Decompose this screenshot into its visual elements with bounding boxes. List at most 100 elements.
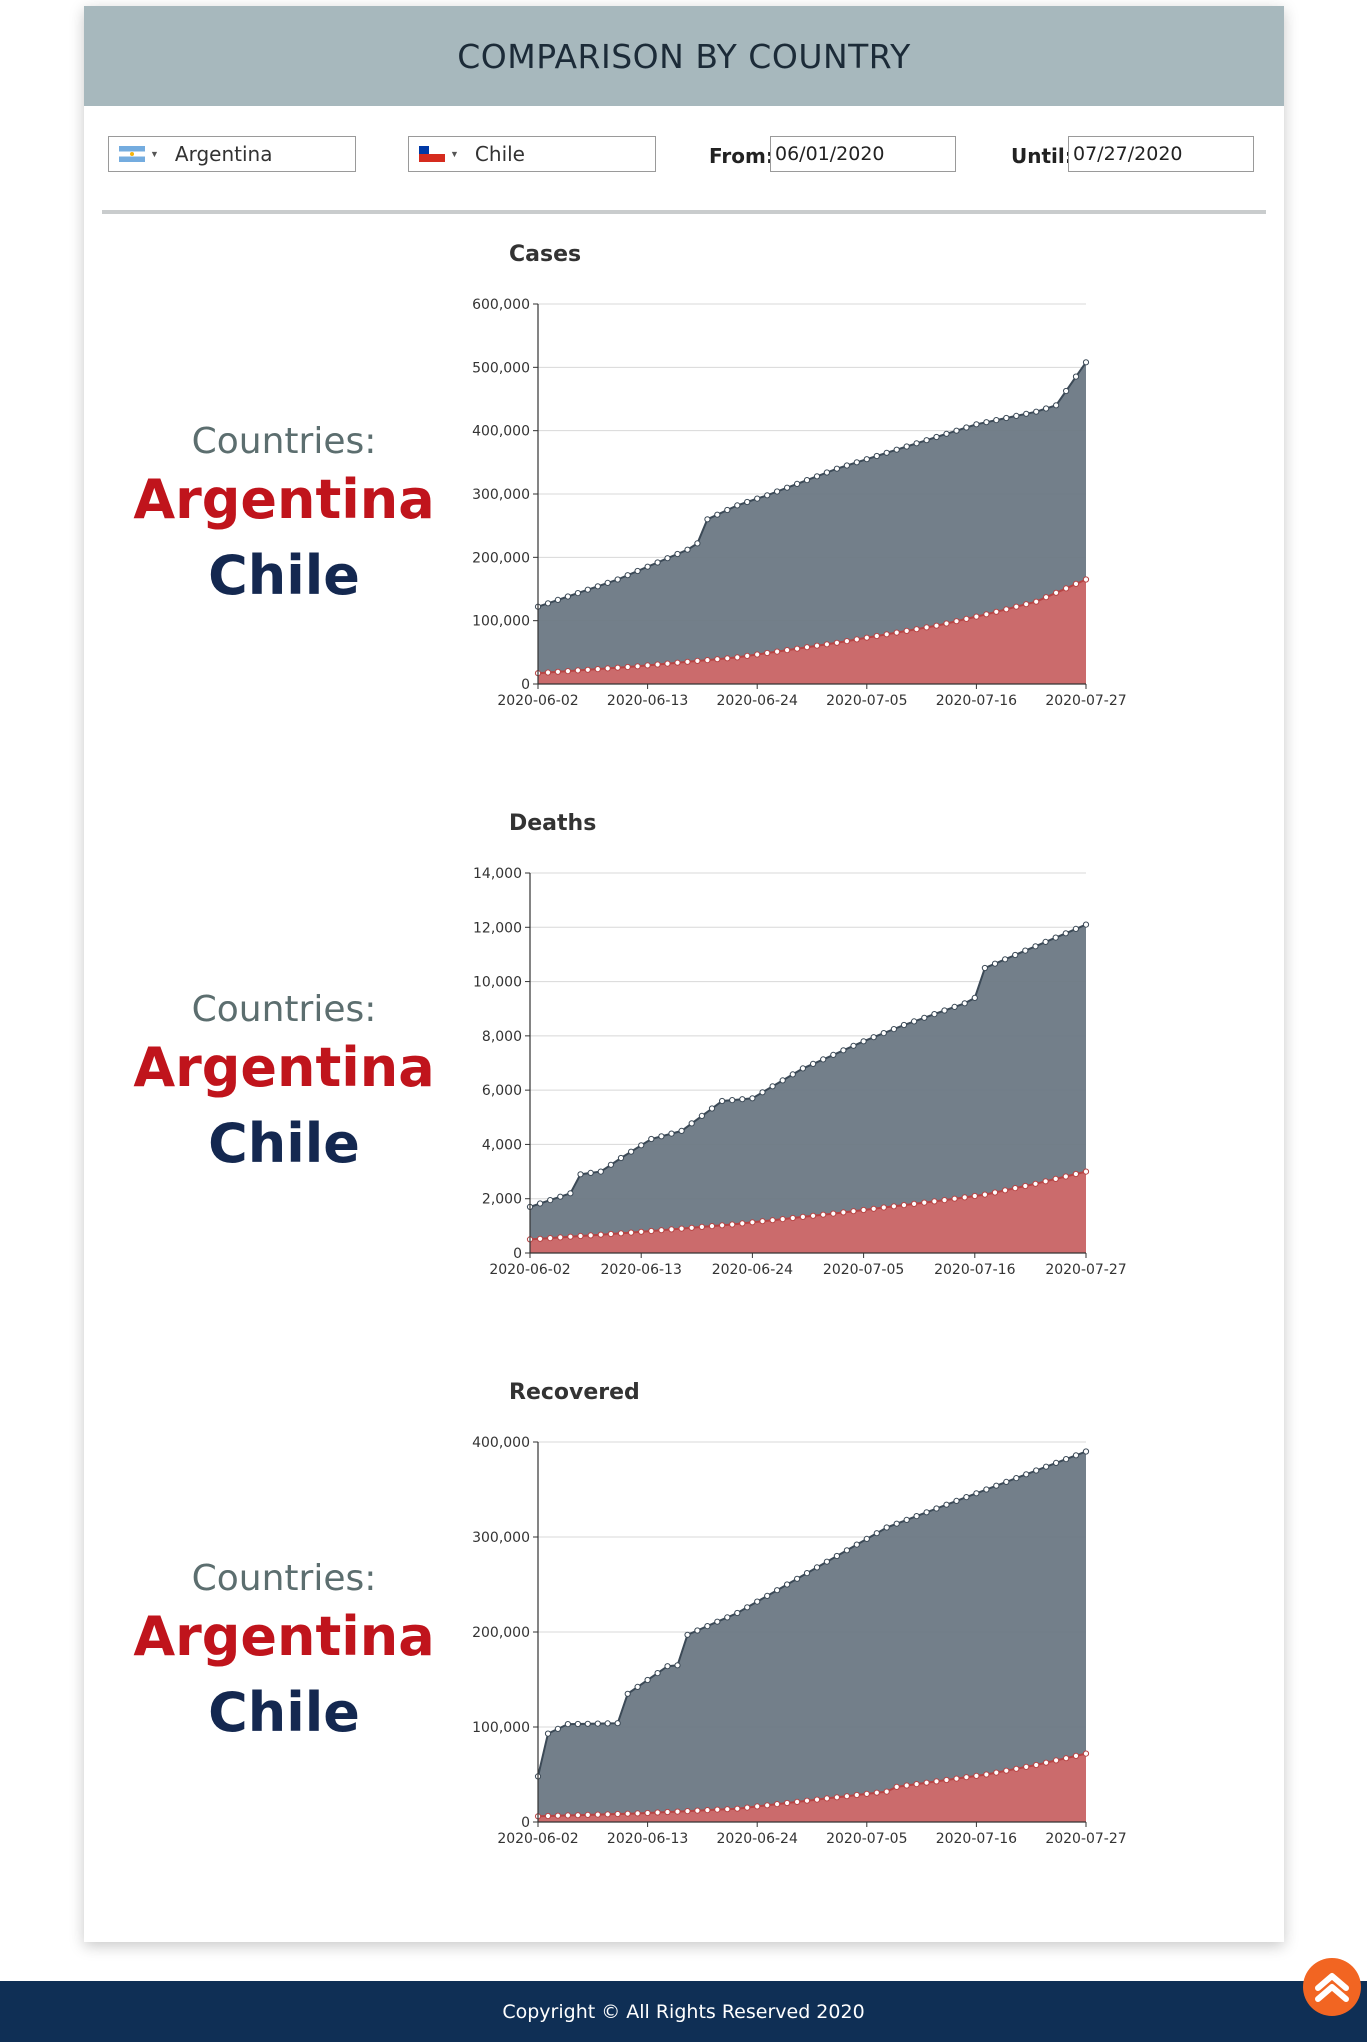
data-point[interactable] — [933, 622, 940, 629]
data-point[interactable] — [784, 1799, 791, 1807]
data-point[interactable] — [754, 1803, 761, 1810]
data-point[interactable] — [799, 1213, 806, 1220]
data-point[interactable] — [873, 1789, 880, 1796]
data-point[interactable] — [931, 1011, 938, 1018]
data-point[interactable] — [853, 459, 860, 466]
data-point[interactable] — [951, 1195, 958, 1202]
data-point[interactable] — [1062, 930, 1069, 937]
data-point[interactable] — [544, 1730, 552, 1737]
data-point[interactable] — [724, 655, 731, 662]
data-point[interactable] — [694, 1807, 701, 1814]
data-point[interactable] — [604, 1811, 611, 1818]
data-point[interactable] — [537, 1200, 544, 1207]
data-point[interactable] — [557, 1193, 564, 1200]
data-point[interactable] — [769, 1083, 776, 1090]
data-point[interactable] — [953, 427, 960, 434]
data-point[interactable] — [933, 1778, 940, 1785]
data-point[interactable] — [744, 498, 751, 506]
data-point[interactable] — [953, 618, 960, 625]
data-point[interactable] — [638, 1142, 645, 1149]
data-point[interactable] — [983, 611, 990, 618]
data-point[interactable] — [1022, 947, 1029, 954]
data-point[interactable] — [923, 437, 930, 444]
data-point[interactable] — [694, 1627, 701, 1634]
data-point[interactable] — [714, 1806, 721, 1813]
data-point[interactable] — [1053, 402, 1060, 409]
data-point[interactable] — [774, 1801, 781, 1808]
data-point[interactable] — [794, 645, 801, 652]
data-point[interactable] — [903, 1516, 910, 1524]
data-point[interactable] — [943, 1776, 950, 1784]
data-point[interactable] — [764, 1592, 771, 1599]
data-point[interactable] — [1003, 606, 1010, 613]
data-point[interactable] — [744, 1804, 751, 1811]
data-point[interactable] — [614, 576, 621, 583]
data-point[interactable] — [963, 1494, 970, 1501]
data-point[interactable] — [688, 1224, 695, 1231]
data-point[interactable] — [714, 656, 721, 663]
data-point[interactable] — [903, 1782, 910, 1789]
data-point[interactable] — [883, 449, 890, 456]
data-point[interactable] — [923, 624, 930, 631]
data-point[interactable] — [678, 1225, 685, 1232]
data-point[interactable] — [664, 1808, 671, 1816]
data-point[interactable] — [708, 1223, 716, 1230]
data-point[interactable] — [1023, 601, 1030, 608]
data-point[interactable] — [759, 1089, 766, 1096]
data-point[interactable] — [840, 1047, 847, 1054]
data-point[interactable] — [833, 1794, 840, 1801]
data-point[interactable] — [587, 1169, 594, 1176]
data-point[interactable] — [921, 1014, 928, 1021]
data-point[interactable] — [923, 1779, 930, 1786]
data-point[interactable] — [644, 1676, 651, 1684]
data-point[interactable] — [759, 1218, 766, 1225]
data-point[interactable] — [1003, 414, 1010, 422]
data-point[interactable] — [963, 1774, 970, 1781]
data-point[interactable] — [943, 430, 950, 437]
data-point[interactable] — [961, 1194, 968, 1201]
data-point[interactable] — [658, 1227, 665, 1234]
data-point[interactable] — [971, 1192, 978, 1200]
data-point[interactable] — [537, 1235, 544, 1242]
data-point[interactable] — [883, 1788, 890, 1795]
data-point[interactable] — [880, 1204, 887, 1211]
data-point[interactable] — [863, 456, 870, 463]
data-point[interactable] — [719, 1097, 726, 1105]
data-point[interactable] — [893, 1520, 900, 1527]
data-point[interactable] — [941, 1007, 948, 1014]
data-point[interactable] — [554, 1725, 562, 1732]
data-point[interactable] — [1023, 1763, 1030, 1770]
data-point[interactable] — [734, 1805, 741, 1812]
data-point[interactable] — [779, 1216, 786, 1223]
data-point[interactable] — [617, 1230, 625, 1237]
data-point[interactable] — [913, 1781, 920, 1788]
data-point[interactable] — [789, 1214, 796, 1222]
data-point[interactable] — [644, 563, 651, 570]
data-point[interactable] — [674, 550, 681, 558]
data-point[interactable] — [769, 1217, 776, 1224]
data-point[interactable] — [900, 1021, 908, 1029]
data-point[interactable] — [813, 473, 821, 480]
data-point[interactable] — [764, 1802, 771, 1809]
data-point[interactable] — [1082, 576, 1090, 583]
data-point[interactable] — [1043, 1759, 1050, 1766]
data-point[interactable] — [1002, 956, 1009, 963]
data-point[interactable] — [1002, 1187, 1009, 1194]
data-point[interactable] — [634, 567, 641, 575]
data-point[interactable] — [820, 1211, 827, 1218]
data-point[interactable] — [860, 1038, 867, 1045]
data-point[interactable] — [704, 1623, 711, 1630]
data-point[interactable] — [893, 1783, 900, 1790]
data-point[interactable] — [739, 1220, 746, 1227]
data-point[interactable] — [853, 1541, 860, 1548]
data-point[interactable] — [1033, 1467, 1040, 1474]
data-point[interactable] — [774, 648, 781, 655]
data-point[interactable] — [604, 665, 611, 672]
data-point[interactable] — [951, 1003, 958, 1010]
data-point[interactable] — [963, 424, 970, 431]
data-point[interactable] — [584, 1811, 591, 1818]
data-point[interactable] — [1082, 921, 1090, 928]
data-point[interactable] — [708, 1105, 716, 1112]
data-point[interactable] — [648, 1135, 655, 1143]
data-point[interactable] — [688, 1120, 695, 1127]
